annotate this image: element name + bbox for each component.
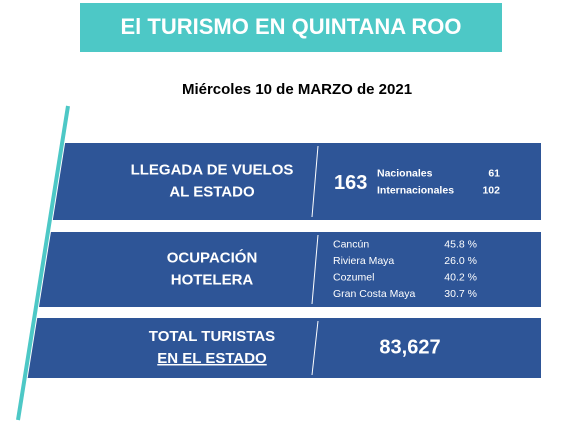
breakdown-name: Gran Costa Maya xyxy=(333,288,415,300)
breakdown-value: 61 xyxy=(488,167,500,179)
divider xyxy=(311,145,319,218)
row-label: AL ESTADO xyxy=(169,183,255,200)
breakdown-value: 102 xyxy=(482,184,500,196)
title: El TURISMO EN QUINTANA ROO xyxy=(121,14,462,39)
accent-line xyxy=(16,105,70,421)
row-label: TOTAL TURISTAS xyxy=(149,328,275,345)
row-label: HOTELERA xyxy=(171,271,254,288)
row-box xyxy=(27,318,541,378)
row-label: LLEGADA DE VUELOS xyxy=(131,161,294,178)
row-box xyxy=(52,143,541,220)
date: Miércoles 10 de MARZO de 2021 xyxy=(182,81,412,98)
divider xyxy=(311,320,319,376)
breakdown-name: Nacionales xyxy=(377,167,433,179)
title-box xyxy=(80,3,502,52)
breakdown-value: 40.2 % xyxy=(444,272,477,284)
row-box xyxy=(38,232,542,307)
breakdown-value: 26.0 % xyxy=(444,255,477,267)
divider xyxy=(311,234,319,305)
breakdown-name: Internacionales xyxy=(377,184,454,196)
breakdown-name: Riviera Maya xyxy=(333,255,394,267)
breakdown-name: Cancún xyxy=(333,239,369,251)
breakdown-name: Cozumel xyxy=(333,272,374,284)
breakdown-value: 45.8 % xyxy=(444,239,477,251)
total-value: 83,627 xyxy=(379,336,440,358)
total-value: 163 xyxy=(334,172,367,194)
row-label: OCUPACIÓN xyxy=(167,248,258,266)
breakdown-value: 30.7 % xyxy=(444,288,477,300)
row-label: EN EL ESTADO xyxy=(157,350,267,367)
